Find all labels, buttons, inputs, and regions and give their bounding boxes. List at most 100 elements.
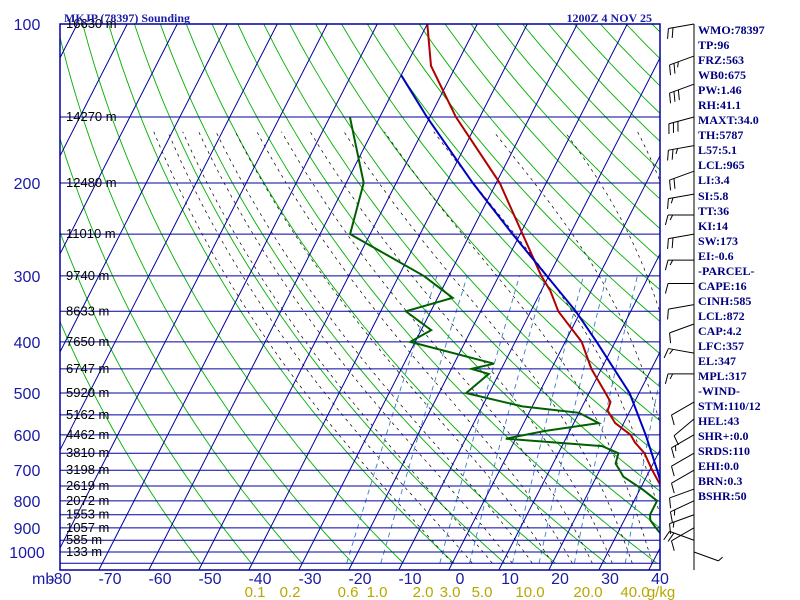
isotherm-line: [548, 350, 660, 570]
height-label: 3810 m: [66, 445, 109, 460]
mixing-ratio-label: 3.0: [440, 584, 461, 600]
mixing-ratio-label: g/kg: [647, 584, 675, 600]
wind-barb: [668, 116, 695, 135]
pressure-tick-label: 400: [14, 335, 41, 352]
height-label: 8633 m: [66, 303, 109, 318]
wind-barbs: [663, 23, 723, 562]
isotherm-line: [598, 448, 660, 570]
index-item: EI:-0.6: [698, 248, 734, 263]
dry-adiabat-line: [60, 35, 354, 564]
isotherm-line: [60, 24, 278, 452]
index-item: BSHR:50: [698, 489, 747, 504]
index-item: SW:173: [698, 233, 739, 248]
pressure-tick-label: 100: [14, 17, 41, 34]
index-item: FRZ:563: [698, 53, 744, 68]
isotherm-line: [448, 154, 660, 570]
temperature-tick-label: -20: [348, 571, 371, 588]
moist-adiabat-line: [167, 131, 473, 564]
wind-barb-flag: [663, 531, 670, 541]
wind-barb: [667, 193, 695, 209]
wind-barb-staff: [669, 323, 695, 334]
wind-barb-flag: [671, 483, 675, 494]
index-item: MAXT:34.0: [698, 113, 759, 128]
wind-barb-flag: [664, 214, 669, 226]
mixing-ratio-line: [380, 275, 468, 564]
moist-adiabat-line: [256, 131, 573, 564]
wind-barb-flag: [667, 238, 669, 249]
wind-barb: [669, 500, 695, 523]
wind-barb: [669, 514, 695, 534]
isotherm-line: [398, 56, 660, 570]
wind-barb: [667, 233, 695, 249]
temperature-tick-label: 0: [456, 571, 465, 588]
wind-barb-staff: [670, 500, 695, 513]
wind-barb: [663, 530, 695, 542]
index-item: MPL:317: [698, 369, 747, 384]
index-item: CAPE:16: [698, 278, 747, 293]
plot-frame: [59, 23, 695, 571]
isotherm-line: [198, 24, 478, 570]
dry-adiabat-line: [60, 137, 303, 564]
height-label: 5162 m: [66, 407, 109, 422]
height-label: 6747 m: [66, 361, 109, 376]
isotherm-line: [248, 24, 528, 570]
wind-barb-staff: [669, 530, 695, 541]
wind-barb-flag: [671, 149, 674, 160]
wind-barb: [667, 304, 695, 320]
wind-barb-flag: [718, 556, 723, 562]
wind-barb-staff: [669, 83, 695, 94]
mixing-ratio-label: 0.2: [280, 584, 301, 600]
wind-barb-flag: [669, 93, 672, 104]
wind-barb-flag: [664, 283, 669, 294]
wind-barb: [671, 452, 695, 477]
wind-barb: [663, 348, 695, 359]
wind-barb-flag: [664, 259, 669, 271]
mixing-ratio-label: 10.0: [515, 584, 544, 600]
height-label: 11010 m: [66, 226, 116, 241]
height-label: 14270 m: [66, 109, 117, 124]
height-label: 2072 m: [66, 493, 109, 508]
mixing-ratio-label: 40.0: [620, 584, 649, 600]
wind-barb: [664, 259, 694, 271]
wind-barb: [693, 551, 723, 562]
index-item: SHR+:0.0: [698, 429, 749, 444]
wind-barb: [667, 23, 695, 39]
mixing-ratio-line: [624, 376, 660, 564]
pressure-tick-label: 200: [14, 176, 41, 193]
index-item: SI:5.8: [698, 188, 729, 203]
index-item: EL:347: [698, 354, 737, 369]
mixing-ratio-line: [346, 275, 438, 564]
wind-barb-staff: [671, 527, 695, 542]
wind-barb: [671, 469, 695, 494]
isotherm-line: [148, 24, 428, 570]
index-item: LFC:357: [698, 338, 744, 353]
mixing-ratio-label: 20.0: [573, 584, 602, 600]
temperature-tick-label: 10: [501, 571, 519, 588]
wind-barb: [669, 55, 695, 76]
height-label: 5920 m: [66, 385, 109, 400]
height-label: 4462 m: [66, 427, 109, 442]
height-label: 3198 m: [66, 462, 109, 477]
mixing-ratio-label: 0.1: [245, 584, 266, 600]
isotherm-line: [60, 24, 178, 256]
wind-barb-flag: [667, 198, 669, 209]
chart-title: MKJP (78397) Sounding: [64, 11, 190, 25]
dry-adiabat-line: [341, 24, 660, 388]
wind-barb-staff: [669, 514, 695, 525]
temperature-tick-label: 20: [551, 571, 569, 588]
temperature-tick-label: 30: [601, 571, 619, 588]
stability-indices-panel: WMO:78397 TP:96 FRZ:563 WB0:675 PW:1.46 RH:41…: [698, 23, 798, 505]
mixing-ratio-label: 0.6: [338, 584, 359, 600]
index-item: KI:14: [698, 218, 728, 233]
height-label: 9740 m: [66, 268, 109, 283]
wind-barb-flag: [672, 521, 675, 528]
moist-adiabat-line: [309, 131, 613, 564]
wind-barb: [671, 401, 695, 426]
dry-adiabat-line: [108, 24, 455, 564]
wind-barb-staff: [668, 233, 695, 240]
index-item: PW:1.46: [698, 83, 742, 98]
isotherm-line: [0, 24, 27, 570]
sounding-time: 1200Z 4 NOV 25: [567, 11, 652, 25]
pressure-unit-label: mb: [32, 571, 54, 588]
